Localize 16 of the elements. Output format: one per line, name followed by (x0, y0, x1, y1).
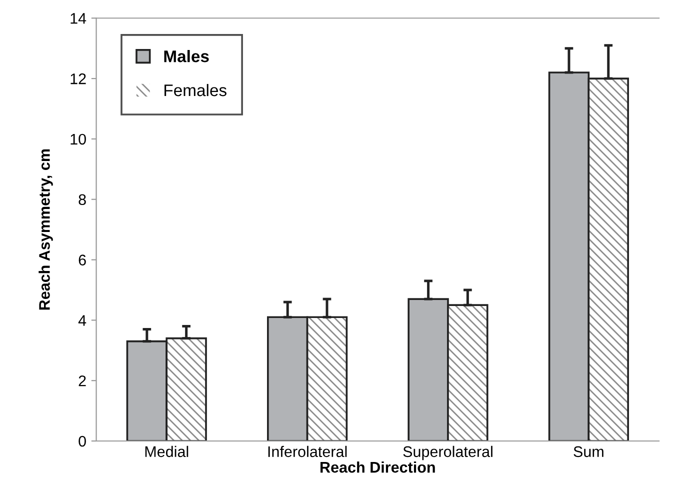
x-axis-title: Reach Direction (320, 461, 435, 473)
x-tick-label: Sum (574, 446, 604, 458)
x-tick-label: Superolateral (403, 446, 492, 460)
y-tick-label: 6 (78, 254, 86, 266)
y-tick-label: 12 (70, 73, 86, 84)
y-axis-title: Reach Asymmetry, cm (38, 149, 53, 310)
legend-label: Males (164, 50, 209, 62)
y-tick-label: 2 (78, 375, 86, 386)
y-tick-label: 4 (78, 315, 86, 326)
y-tick-label: 8 (78, 194, 86, 206)
x-tick-label: Medial (145, 446, 188, 458)
y-tick-label: 0 (78, 436, 86, 447)
x-tick-label: Inferolateral (268, 446, 347, 458)
legend-label: Females (164, 84, 226, 96)
y-tick-label: 14 (70, 13, 86, 24)
y-tick-label: 10 (70, 134, 86, 145)
